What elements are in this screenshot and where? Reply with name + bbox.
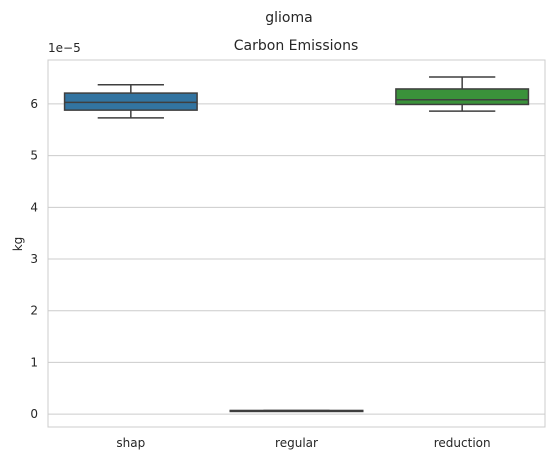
y-tick-label: 4 [30,200,38,214]
y-axis-label: kg [11,237,25,252]
y-tick-label: 3 [30,252,38,266]
y-tick-label: 5 [30,149,38,163]
y-tick-label: 6 [30,97,38,111]
x-tick-labels: shap regular reduction [116,436,490,450]
boxes [63,76,530,413]
x-tick-label: shap [116,436,145,450]
x-tick-label: regular [275,436,318,450]
y-tick-label: 0 [30,407,38,421]
y-tick-label: 2 [30,304,38,318]
plot-frame [47,59,546,428]
suptitle: glioma [265,10,312,26]
y-offset-text: 1e−5 [48,41,81,55]
box-regular [229,409,364,413]
y-tick-label: 1 [30,355,38,369]
y-tick-labels: 0 1 2 3 4 5 6 [30,97,38,421]
box-shap [63,84,198,119]
iqr-box [395,88,530,106]
chart-title: Carbon Emissions [234,38,358,54]
grid-lines [48,103,545,415]
iqr-box [63,92,198,111]
box-reduction [395,76,530,112]
x-tick-label: reduction [434,436,491,450]
